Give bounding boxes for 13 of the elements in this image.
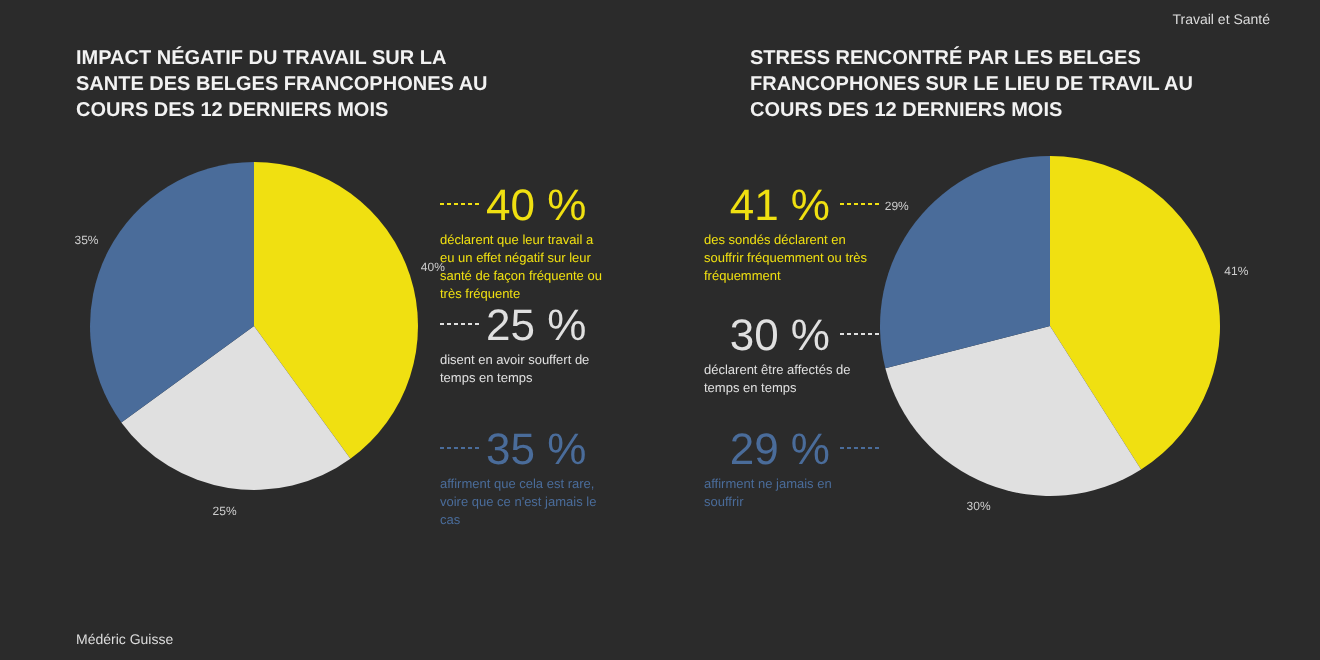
text: 30 % xyxy=(729,310,830,360)
pie-slice xyxy=(121,326,351,490)
chart-title: IMPACT NÉGATIF DU TRAVAIL SUR LA SANTE DES BELGES FRANCOPHONES AU COURS DES 12 DERNIERS MOIS xyxy=(76,46,488,122)
text: 41 % xyxy=(729,180,830,230)
text: 29 % xyxy=(729,424,830,474)
pie-slice xyxy=(254,162,418,459)
pie-slice xyxy=(885,326,1142,496)
chart-title: STRESS RENCONTRÉ PAR LES BELGES FRANCOPHONES SUR LE LIEU DE TRAVIL AU COURS DES 12 DERNIERS MOIS xyxy=(750,46,1193,122)
pie-slice xyxy=(880,156,1050,369)
text: 40 % xyxy=(486,180,587,230)
text: 25 % xyxy=(486,300,587,350)
text: 35 % xyxy=(486,424,587,474)
pie-slice xyxy=(1050,156,1220,470)
